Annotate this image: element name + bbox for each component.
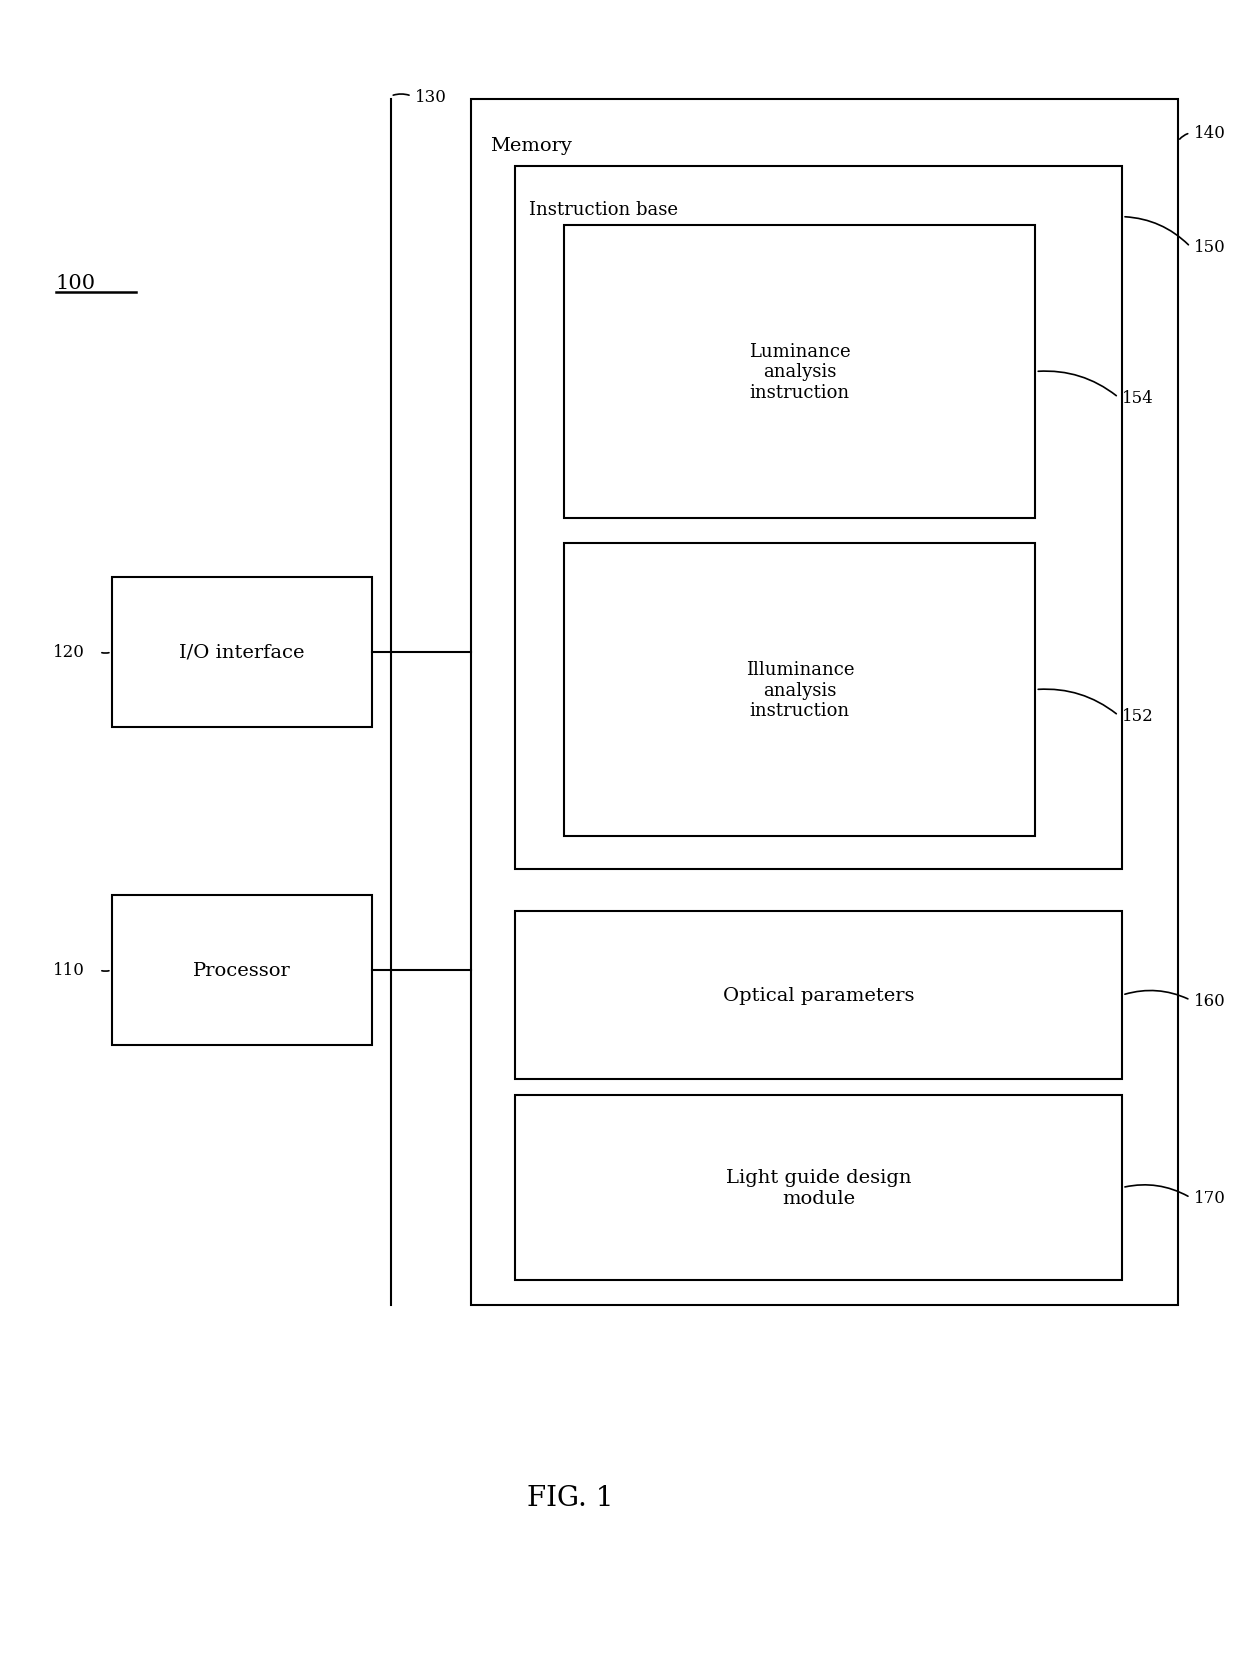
Text: Memory: Memory — [490, 137, 572, 156]
Text: 140: 140 — [1194, 125, 1226, 142]
Text: Instruction base: Instruction base — [529, 201, 678, 219]
Bar — [515, 1096, 1122, 1280]
Text: 120: 120 — [53, 644, 86, 661]
Text: 100: 100 — [56, 274, 95, 293]
Text: 152: 152 — [1122, 708, 1154, 724]
Text: 110: 110 — [53, 962, 86, 979]
Bar — [515, 167, 1122, 870]
Bar — [112, 895, 372, 1046]
Text: FIG. 1: FIG. 1 — [527, 1484, 614, 1511]
Text: 170: 170 — [1194, 1190, 1226, 1206]
Text: Light guide design
module: Light guide design module — [725, 1168, 911, 1208]
Text: 150: 150 — [1194, 239, 1226, 256]
Text: Illuminance
analysis
instruction: Illuminance analysis instruction — [745, 661, 854, 719]
Text: 130: 130 — [415, 89, 448, 105]
Text: 154: 154 — [1122, 390, 1154, 407]
Bar — [112, 577, 372, 728]
Text: Optical parameters: Optical parameters — [723, 987, 914, 1004]
Text: 160: 160 — [1194, 992, 1226, 1009]
Bar — [564, 226, 1035, 519]
Bar — [564, 544, 1035, 836]
Text: I/O interface: I/O interface — [179, 644, 305, 661]
Text: Processor: Processor — [193, 962, 290, 979]
Text: Luminance
analysis
instruction: Luminance analysis instruction — [749, 343, 851, 402]
Bar — [471, 100, 1178, 1305]
Bar — [515, 912, 1122, 1079]
